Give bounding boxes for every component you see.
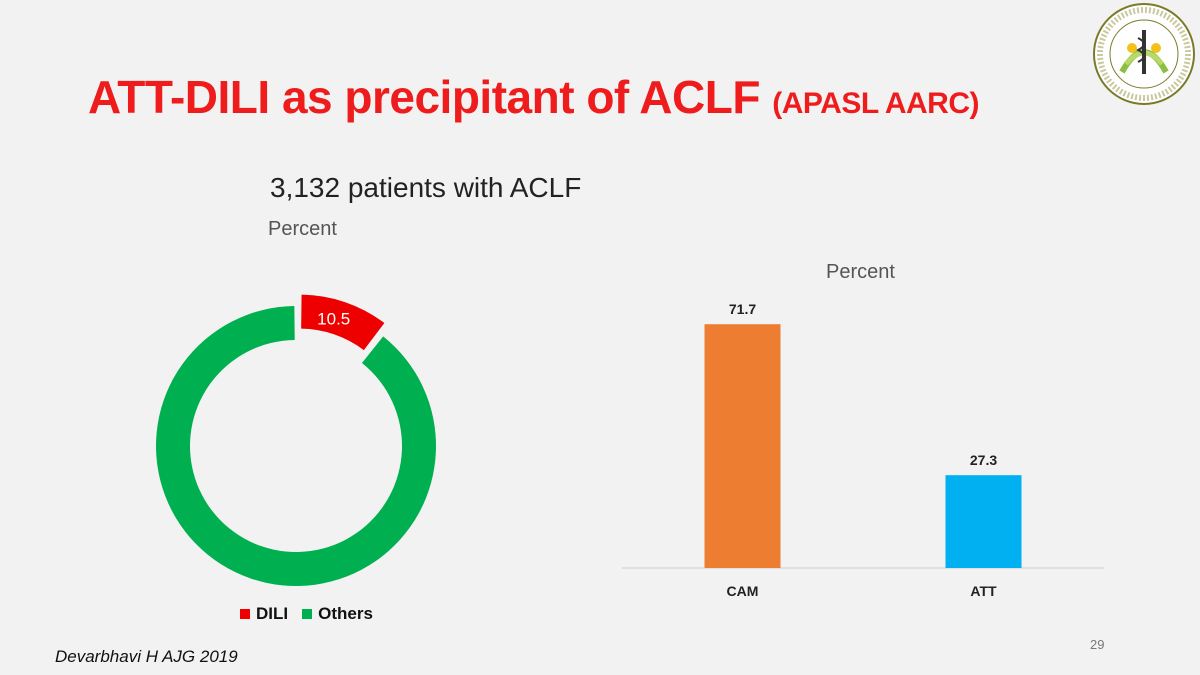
bar-chart: 71.7 CAM 27.3 ATT — [622, 301, 1104, 599]
legend-item-dili: DILI — [240, 604, 288, 624]
bar-att — [945, 475, 1022, 568]
institute-seal-icon — [1093, 3, 1195, 105]
legend-label-others: Others — [318, 604, 373, 623]
legend-item-others: Others — [302, 604, 373, 624]
donut-chart: 10.5 — [156, 294, 437, 586]
bar-ylabel: Percent — [826, 261, 895, 283]
slide-title: ATT-DILI as precipitant of ACLF (APASL A… — [88, 70, 980, 124]
donut-ylabel: Percent — [268, 218, 337, 240]
legend-swatch-dili — [240, 609, 250, 619]
legend-label-dili: DILI — [256, 604, 289, 623]
donut-slice-others — [156, 306, 437, 586]
bar-tick-label-att: ATT — [970, 583, 997, 599]
bar-tick-label-cam: CAM — [727, 583, 759, 599]
donut-slice-dili — [301, 294, 385, 351]
page-number: 29 — [1090, 637, 1105, 652]
title-main: ATT-DILI as precipitant of ACLF — [88, 71, 760, 123]
bar-value-label-att: 27.3 — [970, 452, 997, 468]
citation: Devarbhavi H AJG 2019 — [55, 647, 238, 666]
bar-cam — [704, 324, 781, 568]
legend-swatch-others — [302, 609, 313, 619]
title-sub: (APASL AARC) — [772, 87, 980, 120]
bar-value-label-cam: 71.7 — [729, 301, 756, 317]
donut-label-dili: 10.5 — [317, 309, 350, 328]
donut-legend: DILI Others — [240, 604, 373, 624]
chart-subtitle: 3,132 patients with ACLF — [270, 172, 582, 203]
